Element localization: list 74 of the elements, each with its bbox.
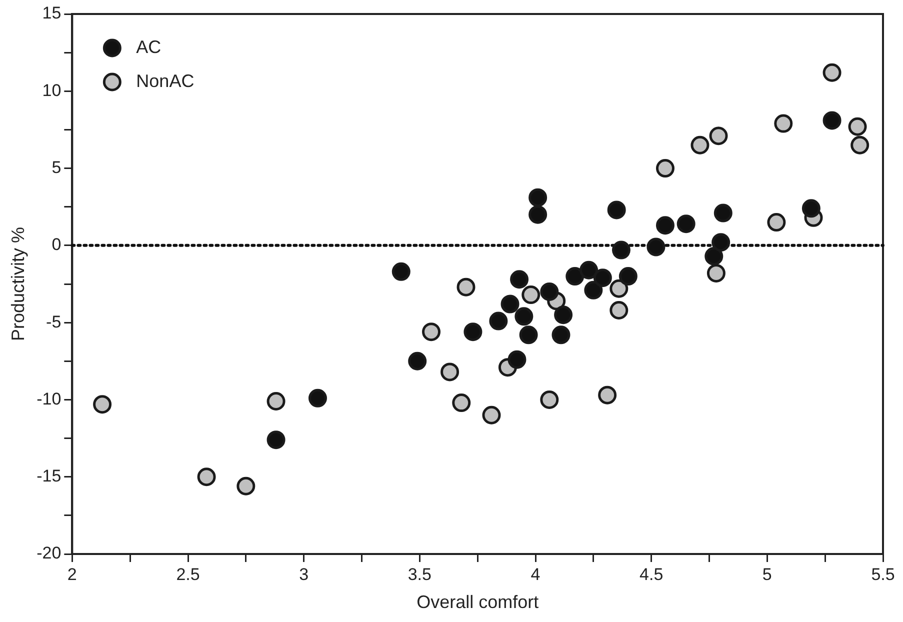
point bbox=[464, 322, 482, 342]
y-tick-label: 0 bbox=[52, 235, 62, 254]
x-tick-label: 5 bbox=[762, 564, 772, 584]
point bbox=[848, 117, 867, 136]
y-tick-label: 15 bbox=[42, 4, 62, 23]
point bbox=[308, 388, 327, 408]
point bbox=[566, 267, 584, 286]
point bbox=[714, 204, 732, 222]
point bbox=[440, 362, 460, 382]
y-tick-label: -10 bbox=[36, 389, 62, 408]
point bbox=[704, 246, 724, 266]
point bbox=[822, 111, 842, 130]
point bbox=[822, 63, 842, 82]
x-tick-label: 4 bbox=[530, 564, 540, 584]
y-axis-title: Productivity % bbox=[8, 226, 28, 342]
point bbox=[850, 136, 870, 154]
point bbox=[580, 260, 598, 280]
point bbox=[266, 430, 286, 450]
point bbox=[767, 213, 786, 232]
point bbox=[690, 136, 710, 154]
point bbox=[236, 476, 256, 496]
point bbox=[510, 270, 529, 289]
point bbox=[676, 214, 696, 234]
point bbox=[482, 406, 501, 424]
point bbox=[528, 188, 548, 207]
point bbox=[607, 200, 626, 220]
point bbox=[422, 322, 440, 342]
point bbox=[612, 240, 630, 260]
point bbox=[266, 392, 286, 411]
point bbox=[706, 264, 726, 282]
y-tick-label: -5 bbox=[46, 312, 62, 332]
point bbox=[500, 294, 520, 314]
point bbox=[584, 280, 603, 300]
x-axis-title: Overall comfort bbox=[416, 592, 539, 612]
point bbox=[522, 286, 540, 304]
point bbox=[802, 199, 820, 218]
point bbox=[593, 268, 612, 288]
point bbox=[452, 394, 471, 412]
point bbox=[456, 278, 476, 296]
point bbox=[552, 326, 570, 344]
point bbox=[408, 352, 427, 370]
y-tick-label: 5 bbox=[52, 158, 62, 177]
point bbox=[774, 114, 793, 133]
y-tick-label: -20 bbox=[36, 544, 62, 563]
x-tick-label: 3 bbox=[299, 564, 309, 584]
point bbox=[646, 238, 666, 256]
point bbox=[93, 395, 112, 414]
point bbox=[508, 350, 526, 369]
point bbox=[712, 233, 730, 252]
point bbox=[554, 306, 573, 324]
legend-label: AC bbox=[136, 36, 162, 57]
point bbox=[618, 267, 638, 286]
x-tick-label: 2.5 bbox=[176, 564, 200, 584]
y-tick-label: 10 bbox=[42, 80, 62, 100]
x-tick-label: 4.5 bbox=[640, 564, 664, 584]
point bbox=[528, 205, 548, 224]
x-tick-label: 2 bbox=[67, 564, 77, 584]
point bbox=[540, 390, 559, 409]
point bbox=[540, 282, 559, 301]
point bbox=[656, 216, 674, 235]
point bbox=[610, 300, 628, 320]
point bbox=[656, 159, 674, 178]
x-tick-label: 5.5 bbox=[871, 564, 895, 584]
point bbox=[709, 126, 728, 146]
point bbox=[392, 262, 410, 281]
point bbox=[197, 468, 216, 486]
point bbox=[610, 279, 628, 298]
x-tick-label: 3.5 bbox=[408, 564, 432, 584]
y-tick-label: -15 bbox=[36, 466, 62, 486]
point bbox=[489, 312, 508, 330]
point bbox=[514, 307, 534, 326]
point bbox=[519, 326, 538, 344]
point bbox=[598, 386, 617, 404]
legend-label: NonAC bbox=[136, 70, 194, 91]
